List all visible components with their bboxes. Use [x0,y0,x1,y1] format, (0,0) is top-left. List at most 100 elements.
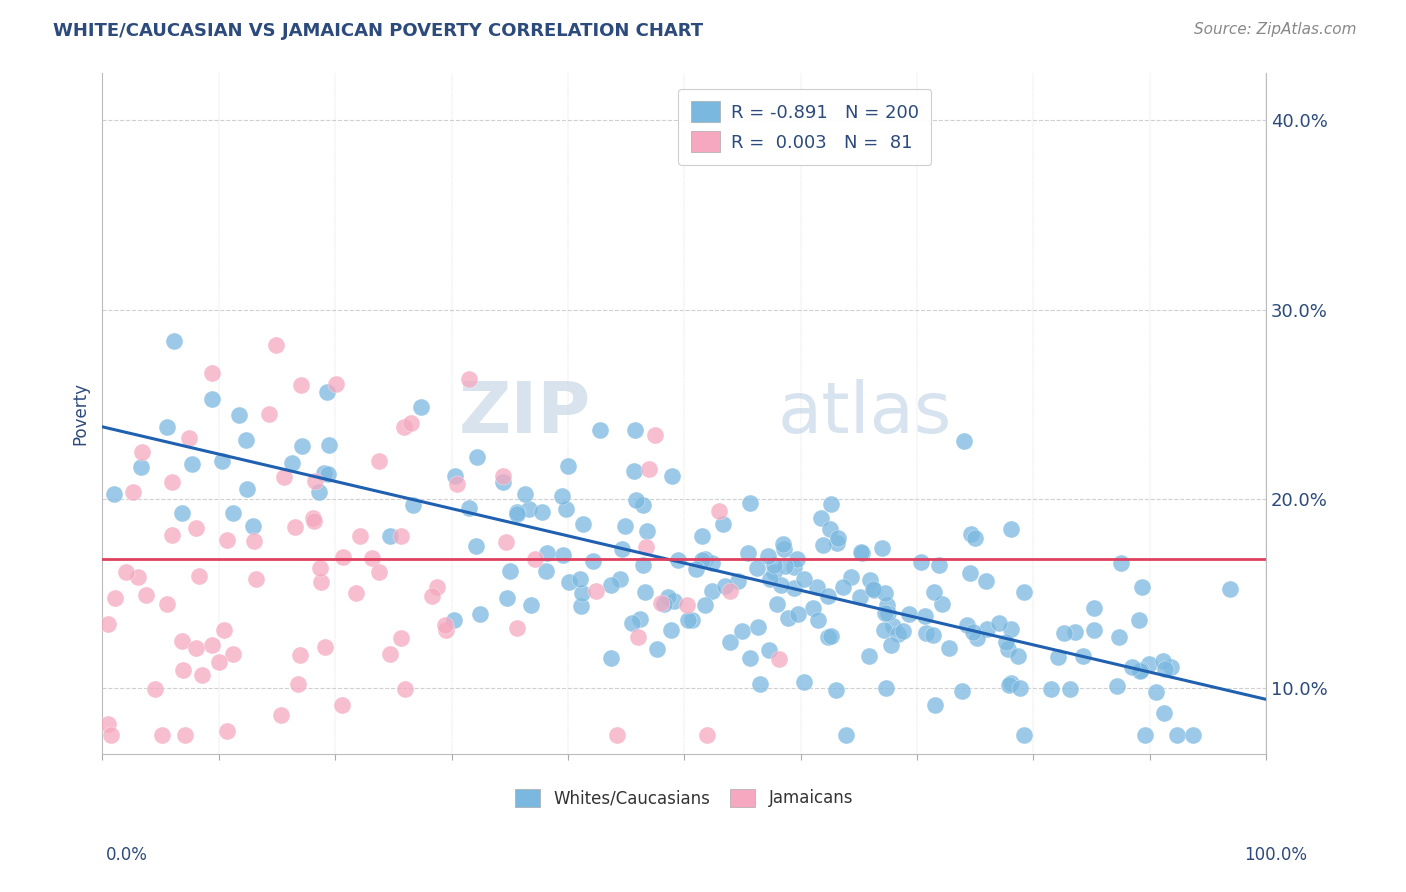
Point [806,580,828,594]
Text: 100.0%: 100.0% [1244,846,1308,863]
Point [201,392,224,406]
Point [446,477,468,491]
Point [378,528,401,542]
Point [606,728,628,742]
Point [956,617,979,632]
Point [636,540,658,554]
Point [367,453,389,467]
Point [623,423,645,437]
Point [1010,681,1032,695]
Point [786,551,808,566]
Point [914,608,936,623]
Point [762,558,785,572]
Point [316,384,339,399]
Point [304,474,326,488]
Point [181,457,204,471]
Point [1139,657,1161,671]
Point [378,648,401,662]
Point [172,663,194,677]
Point [551,548,574,562]
Point [931,597,953,611]
Point [1108,630,1130,644]
Point [960,527,983,541]
Point [200,366,222,380]
Point [499,564,522,578]
Point [291,439,314,453]
Point [281,457,304,471]
Point [531,505,554,519]
Point [257,408,280,422]
Point [1128,613,1150,627]
Point [740,651,762,665]
Point [987,616,1010,631]
Point [811,538,834,552]
Point [713,579,735,593]
Point [332,549,354,564]
Point [551,489,574,503]
Point [184,521,207,535]
Legend: Whites/Caucasians, Jamaicans: Whites/Caucasians, Jamaicans [509,782,860,814]
Point [402,498,425,512]
Point [1012,584,1035,599]
Point [389,631,412,645]
Point [700,557,723,571]
Point [776,611,799,625]
Point [1144,684,1167,698]
Point [613,519,636,533]
Point [311,574,333,589]
Point [1219,582,1241,596]
Point [1073,648,1095,663]
Point [747,620,769,634]
Point [897,607,920,621]
Point [1130,663,1153,677]
Point [1083,601,1105,615]
Point [1059,681,1081,696]
Point [851,546,873,560]
Point [520,598,543,612]
Point [882,619,904,633]
Point [228,408,250,422]
Point [571,586,593,600]
Point [621,616,644,631]
Point [817,590,839,604]
Point [131,444,153,458]
Point [695,552,717,566]
Point [768,652,790,666]
Point [314,640,336,654]
Point [495,534,517,549]
Point [1182,728,1205,742]
Point [600,650,623,665]
Point [496,591,519,605]
Point [222,648,245,662]
Point [627,630,650,644]
Point [738,496,761,510]
Point [877,606,900,620]
Point [772,536,794,550]
Text: ZIP: ZIP [458,379,591,448]
Point [426,580,449,594]
Text: 0.0%: 0.0% [105,846,148,863]
Point [793,674,815,689]
Point [880,638,903,652]
Point [876,599,898,613]
Point [523,552,546,566]
Point [851,545,873,559]
Point [558,575,581,590]
Point [631,558,654,572]
Point [104,591,127,605]
Point [818,522,841,536]
Point [465,540,488,554]
Point [316,467,339,481]
Point [891,624,914,639]
Point [184,640,207,655]
Point [97,717,120,731]
Point [264,337,287,351]
Point [645,642,668,657]
Point [1109,556,1132,570]
Point [1166,728,1188,742]
Point [150,728,173,742]
Point [1063,625,1085,640]
Point [1129,664,1152,678]
Point [994,635,1017,649]
Point [810,511,832,525]
